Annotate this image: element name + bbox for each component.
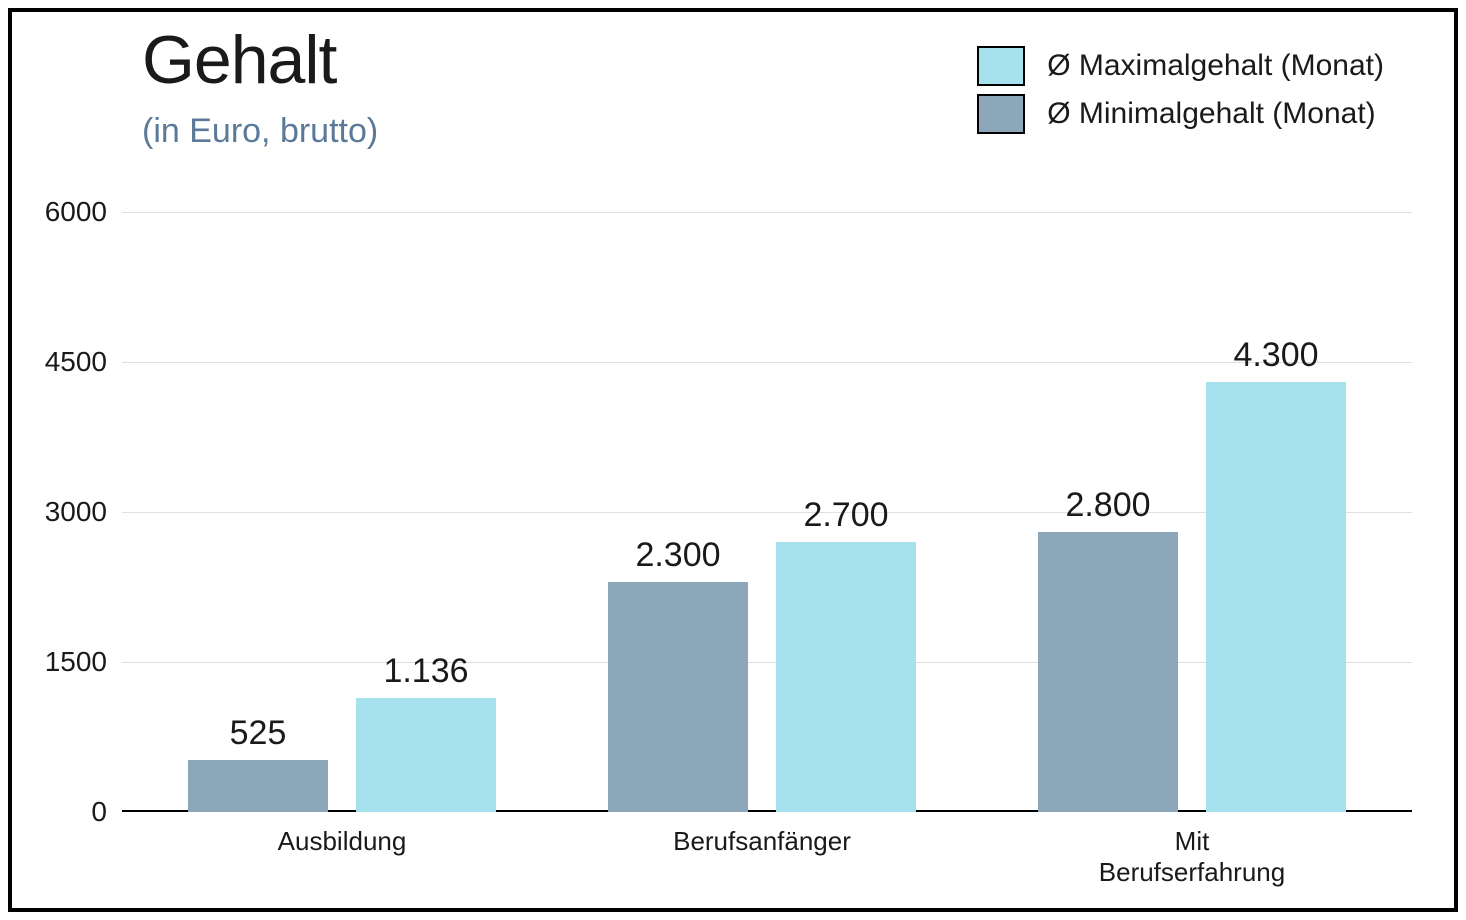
x-tick-label: Ausbildung xyxy=(278,826,407,857)
y-tick-label: 1500 xyxy=(45,646,107,678)
bar-max: 1.136 xyxy=(356,698,496,812)
bar-max: 4.300 xyxy=(1206,382,1346,812)
bar-value-label: 2.800 xyxy=(1038,486,1178,525)
y-tick-label: 0 xyxy=(91,796,107,828)
chart-frame: Gehalt (in Euro, brutto) Ø Maximalgehalt… xyxy=(8,8,1458,912)
legend-label-max: Ø Maximalgehalt (Monat) xyxy=(1047,49,1384,83)
chart-header: Gehalt (in Euro, brutto) xyxy=(142,26,378,151)
x-tick-label: Berufsanfänger xyxy=(673,826,851,857)
gridline xyxy=(122,212,1412,213)
y-tick-label: 4500 xyxy=(45,346,107,378)
legend-item-min: Ø Minimalgehalt (Monat) xyxy=(977,94,1384,134)
bar-max: 2.700 xyxy=(776,542,916,812)
legend-swatch-max xyxy=(977,46,1025,86)
legend-swatch-min xyxy=(977,94,1025,134)
bar-value-label: 4.300 xyxy=(1206,336,1346,375)
legend-label-min: Ø Minimalgehalt (Monat) xyxy=(1047,97,1375,131)
bar-min: 2.300 xyxy=(608,582,748,812)
bar-value-label: 2.700 xyxy=(776,496,916,535)
bar-value-label: 2.300 xyxy=(608,536,748,575)
chart-title: Gehalt xyxy=(142,26,378,94)
y-tick-label: 6000 xyxy=(45,196,107,228)
bar-value-label: 525 xyxy=(188,714,328,753)
chart-subtitle: (in Euro, brutto) xyxy=(142,112,378,151)
chart-legend: Ø Maximalgehalt (Monat) Ø Minimalgehalt … xyxy=(977,46,1384,142)
legend-item-max: Ø Maximalgehalt (Monat) xyxy=(977,46,1384,86)
bar-min: 2.800 xyxy=(1038,532,1178,812)
y-tick-label: 3000 xyxy=(45,496,107,528)
x-tick-label: Mit Berufserfahrung xyxy=(1082,826,1302,888)
bar-min: 525 xyxy=(188,760,328,813)
plot-area: 015003000450060005251.136Ausbildung2.300… xyxy=(122,212,1412,812)
bar-value-label: 1.136 xyxy=(356,652,496,691)
